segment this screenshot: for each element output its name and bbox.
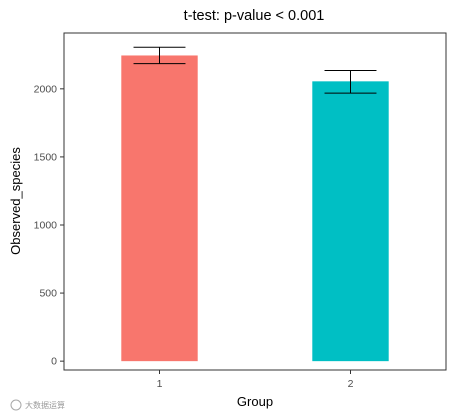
plot-area	[121, 46, 389, 362]
bar-group-2	[312, 81, 389, 362]
watermark-logo-icon	[10, 399, 22, 411]
watermark: 大数据运算	[10, 399, 65, 411]
y-tick-label-0: 0	[51, 356, 57, 368]
chart-title: t-test: p-value < 0.001	[184, 8, 325, 24]
y-axis-label: Observed_species	[8, 147, 23, 255]
bar-group-1	[121, 55, 198, 362]
y-tick-label-1000: 1000	[34, 219, 58, 231]
watermark-text: 大数据运算	[25, 400, 65, 410]
x-axis-label: Group	[237, 394, 273, 409]
x-tick-label-1: 1	[157, 378, 163, 390]
plot-border	[63, 32, 447, 371]
y-tick-label-1500: 1500	[34, 151, 58, 163]
x-tick-label-2: 2	[348, 378, 354, 390]
y-tick-label-500: 500	[39, 288, 57, 300]
y-tick-label-2000: 2000	[34, 83, 58, 95]
y-axis: 0 500 1000 1500 2000	[34, 83, 64, 368]
